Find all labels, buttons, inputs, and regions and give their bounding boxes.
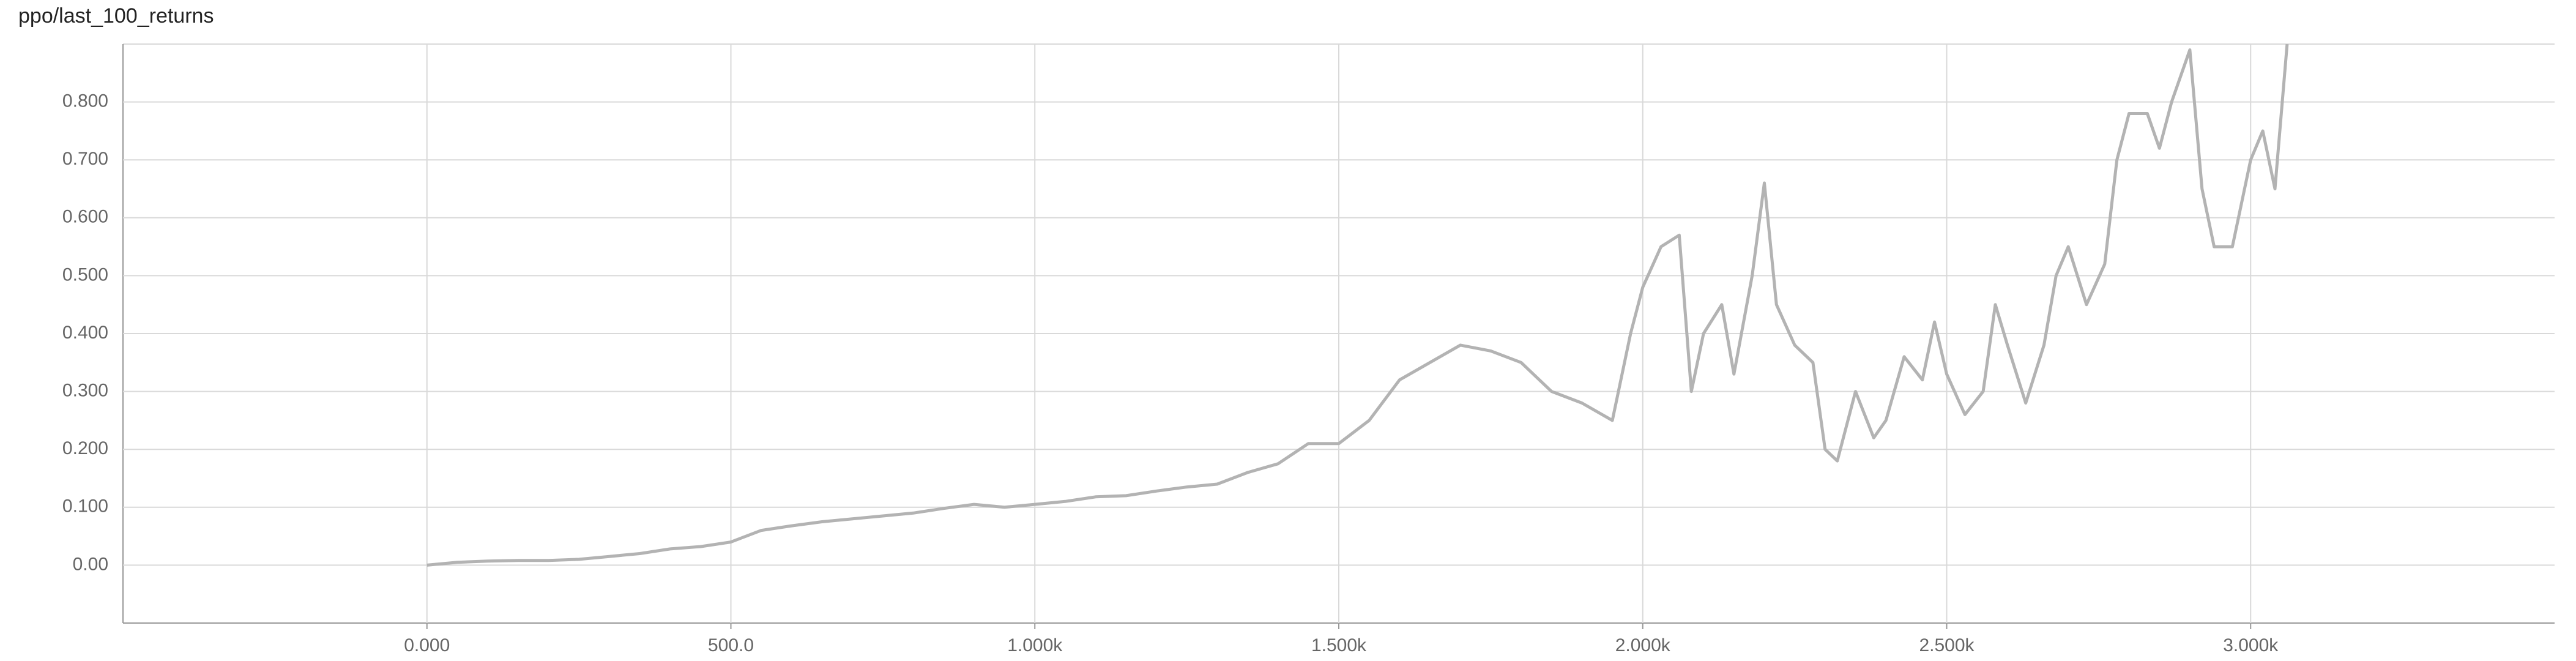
- x-tick-label: 500.0: [708, 635, 754, 655]
- y-tick-label: 0.500: [62, 264, 108, 285]
- x-tick-label: 0.000: [404, 635, 450, 655]
- y-tick-label: 0.00: [73, 554, 108, 574]
- x-tick-label: 2.500k: [1919, 635, 1975, 655]
- x-tick-label: 1.000k: [1007, 635, 1063, 655]
- y-tick-label: 0.600: [62, 207, 108, 227]
- y-tick-label: 0.100: [62, 496, 108, 517]
- y-tick-label: 0.700: [62, 149, 108, 169]
- y-tick-label: 0.300: [62, 381, 108, 401]
- y-tick-label: 0.200: [62, 438, 108, 458]
- chart-title: ppo/last_100_returns: [18, 4, 214, 28]
- y-tick-label: 0.400: [62, 323, 108, 343]
- data-line: [426, 44, 2289, 567]
- x-tick-label: 3.000k: [2223, 635, 2279, 655]
- x-tick-label: 2.000k: [1615, 635, 1671, 655]
- x-tick-label: 1.500k: [1311, 635, 1367, 655]
- y-tick-label: 0.800: [62, 91, 108, 111]
